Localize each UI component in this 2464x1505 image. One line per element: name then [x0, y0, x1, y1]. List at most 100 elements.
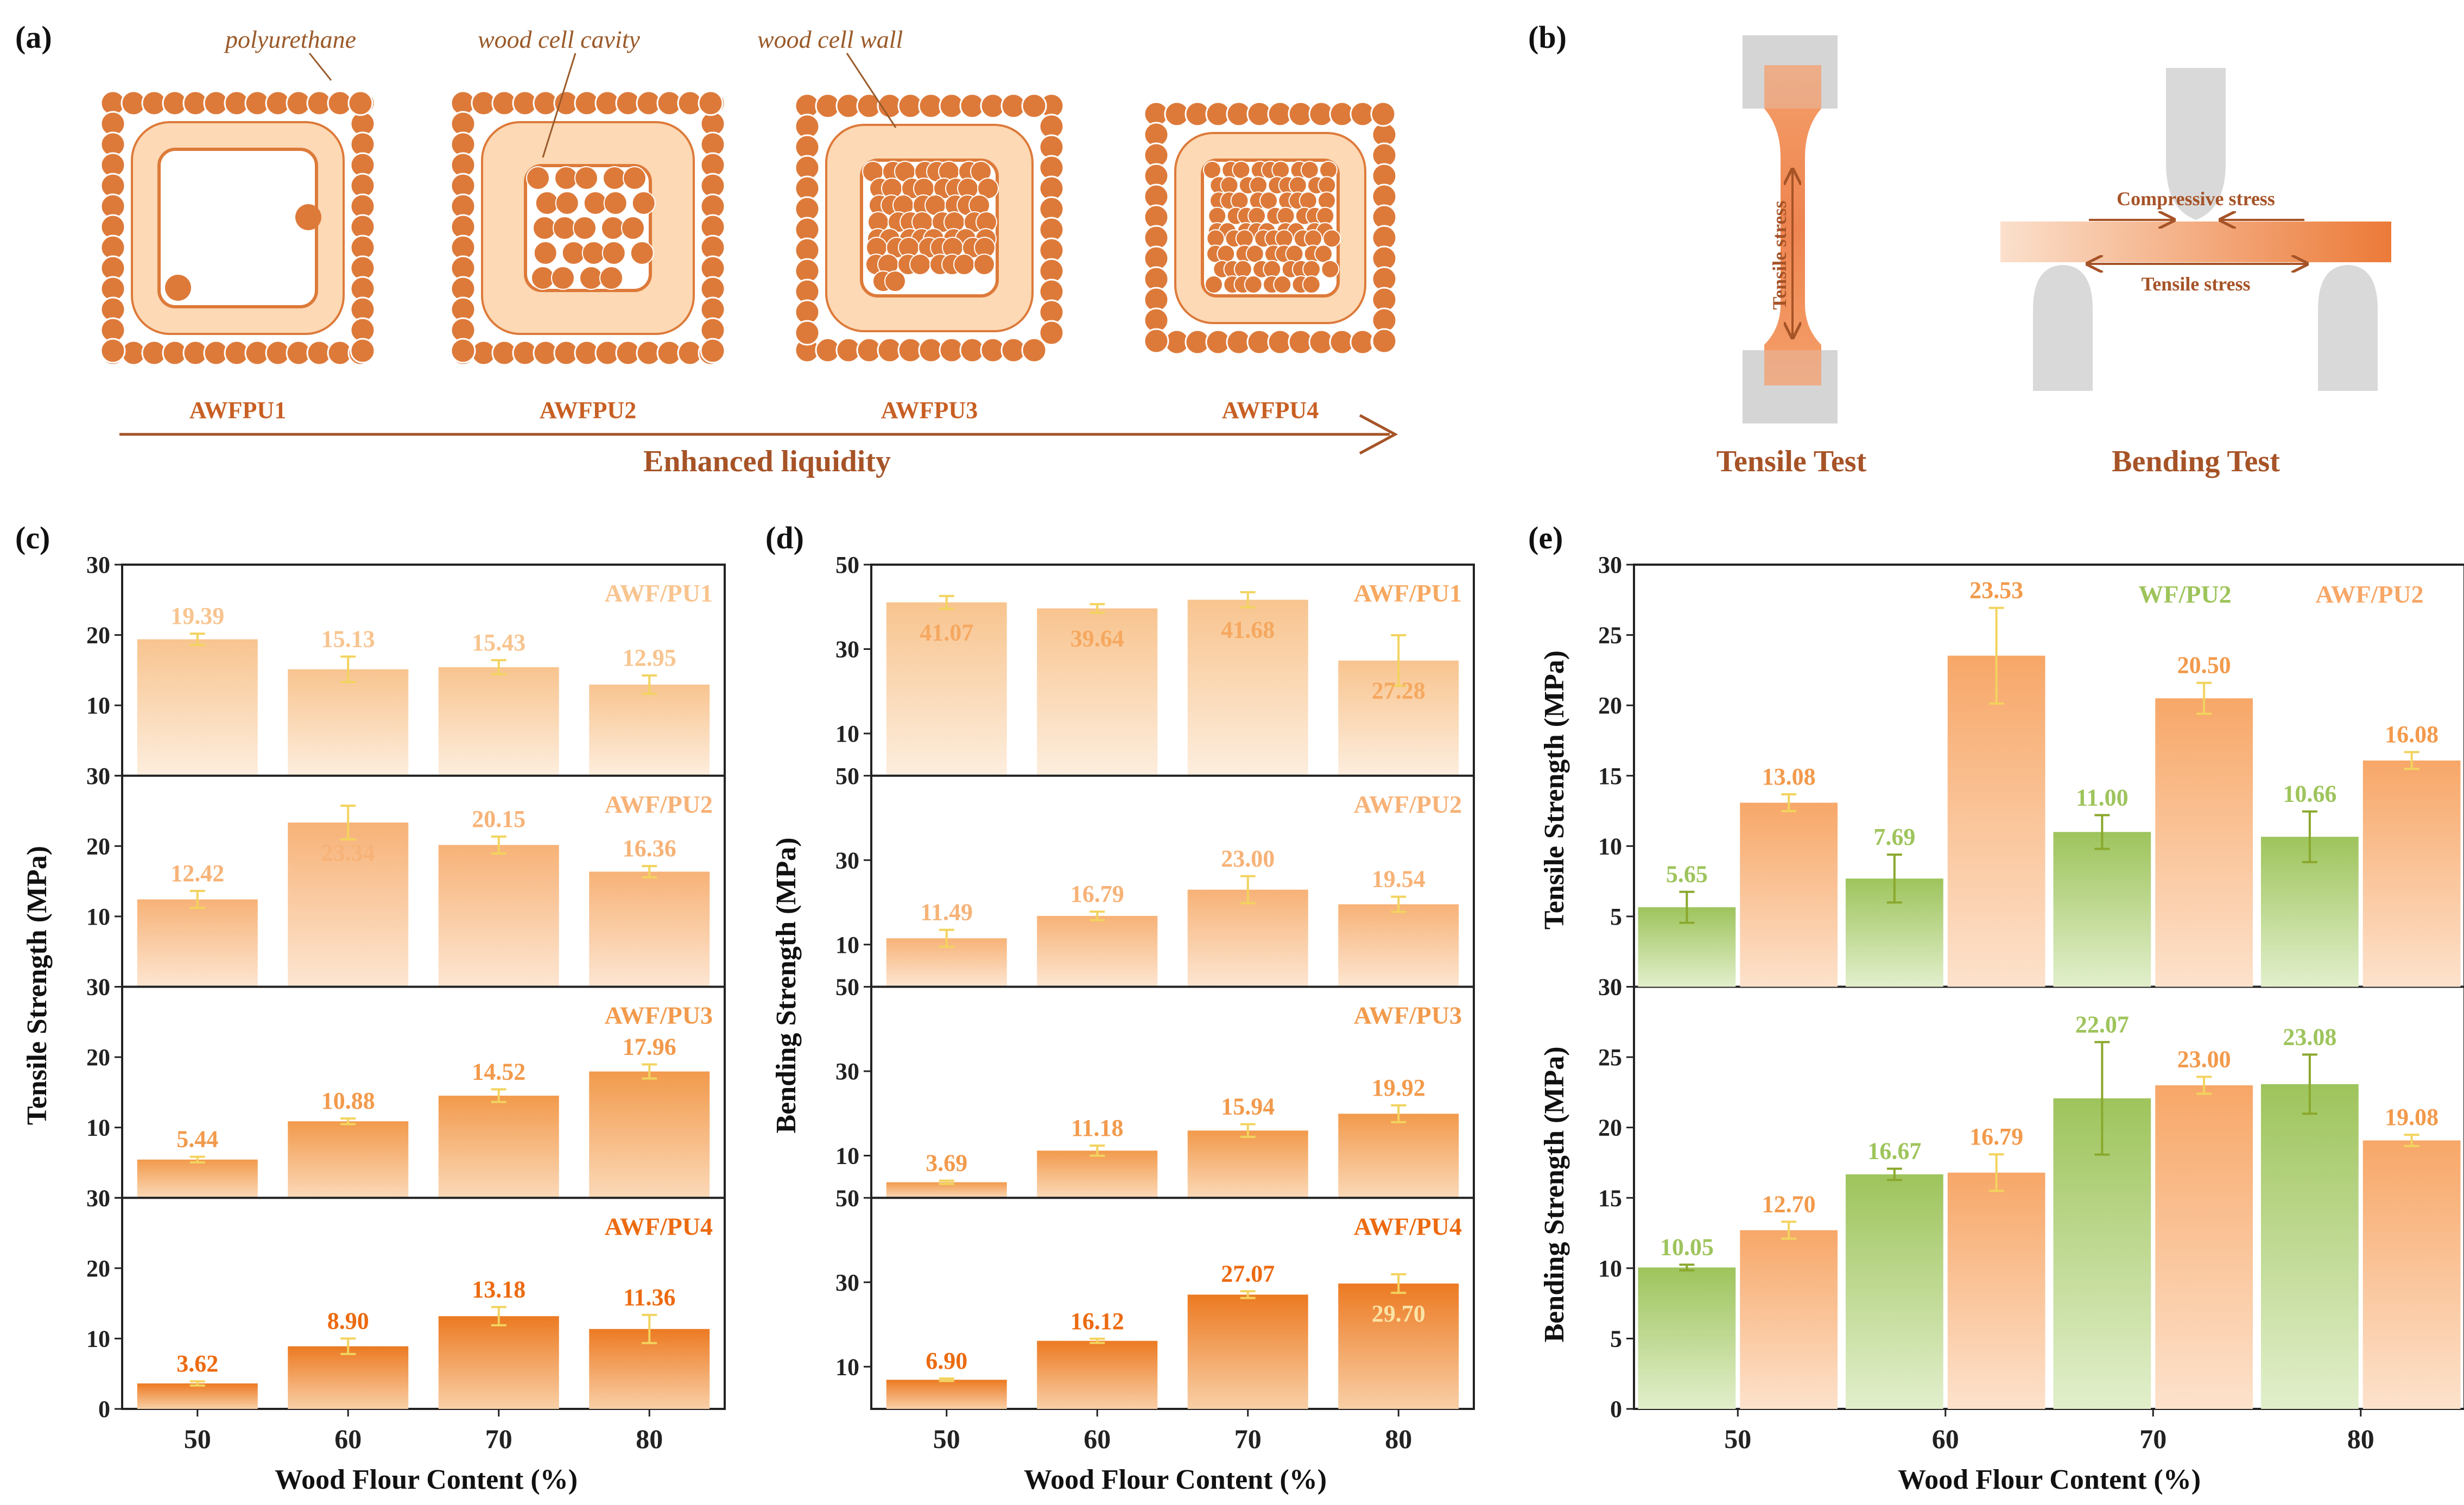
chart-d-bar [1338, 1114, 1459, 1198]
chart-d-ytick-label: 10 [835, 1354, 859, 1380]
c-xlabel: Wood Flour Content (%) [275, 1464, 578, 1495]
chart-c-bar [589, 1071, 710, 1198]
chart-c-ytick-label: 20 [86, 622, 110, 649]
chart-d-ytick-label: 50 [835, 1185, 859, 1211]
schematic-cell-3 [794, 93, 1065, 363]
chart-d-error-bar [939, 1377, 954, 1382]
chart-c-ytick-label: 0 [98, 974, 110, 1001]
chart-c-value-label: 11.36 [623, 1284, 676, 1311]
chart-d-bar [1187, 1130, 1308, 1198]
chart-c-value-label: 12.42 [170, 860, 224, 887]
chart-d-series-name: AWF/PU1 [1354, 579, 1462, 607]
chart-c-ytick-label: 10 [86, 903, 110, 930]
chart-e-bar [2155, 698, 2253, 987]
chart-c-value-label: 15.13 [321, 625, 375, 652]
chart-e-error-bar [2196, 681, 2212, 715]
chart-c-ytick-label: 20 [86, 833, 110, 859]
chart-e-value-label: 7.69 [1873, 824, 1915, 850]
chart-d-error-bar [939, 595, 954, 610]
chart-d-ytick-label: 10 [835, 1143, 859, 1169]
chart-c-error-bar [491, 1306, 506, 1327]
chart-d-error-bar [1240, 875, 1256, 905]
chart-d-value-label: 16.79 [1071, 881, 1124, 907]
chart-d-value-label: 15.94 [1221, 1093, 1275, 1120]
e-xlabel: Wood Flour Content (%) [1898, 1464, 2201, 1495]
chart-d-bar [1338, 904, 1459, 987]
schematic-cell-2 [450, 90, 726, 366]
chart-d-ytick-label: 10 [835, 932, 859, 958]
chart-c-value-label: 8.90 [327, 1307, 369, 1334]
chart-e-ytick-label: 30 [1598, 552, 1622, 578]
chart-e-error-bar [2302, 1053, 2317, 1115]
chart-c-error-bar [642, 1063, 657, 1080]
chart-d-series-name: AWF/PU3 [1354, 1002, 1462, 1029]
chart-e-xtick-label: 70 [2139, 1424, 2167, 1454]
chart-e-xtick-label: 50 [1724, 1424, 1751, 1454]
chart-d-bar [1338, 1283, 1459, 1409]
tensile-specimen [1743, 35, 1838, 423]
chart-c-error-bar [189, 1380, 205, 1387]
chart-c-value-label: 10.88 [321, 1087, 375, 1114]
chart-d-value-label: 23.00 [1221, 845, 1275, 872]
liquidity-arrow [119, 414, 1398, 455]
chart-d: 10 30 50 AWF/PU1 41.07 39.64 41.68 27.28 10 30 50 A… [835, 552, 1475, 1454]
label-polyurethane: polyurethane [224, 26, 356, 53]
chart-c-error-bar [491, 1088, 506, 1103]
chart-e-value-label: 13.08 [1762, 763, 1816, 790]
chart-e-bar [1740, 1230, 1838, 1409]
sample-awfpu3: AWFPU3 [881, 397, 978, 423]
bending-specimen [2000, 68, 2391, 391]
chart-c-error-bar [340, 1117, 356, 1125]
chart-e-error-bar [1886, 1167, 1902, 1181]
chart-c-bar [288, 823, 409, 987]
chart-e-bar [2155, 1085, 2253, 1409]
chart-d-value-label: 39.64 [1071, 625, 1124, 652]
chart-e-bar [1638, 1267, 1736, 1409]
chart-c-bar [288, 1121, 409, 1198]
chart-d-ytick-label: 30 [835, 1058, 859, 1085]
chart-e-ytick-label: 5 [1610, 1325, 1622, 1352]
chart-c-value-label: 3.62 [176, 1350, 218, 1377]
chart-d-error-bar [1090, 1337, 1105, 1344]
chart-e-error-bar [2094, 814, 2110, 850]
chart-c-ytick-label: 30 [86, 763, 110, 789]
chart-c-ytick-label: 30 [86, 1185, 110, 1211]
chart-c-bar [438, 667, 559, 776]
chart-c-value-label: 20.15 [472, 806, 525, 832]
chart-c-error-bar [340, 655, 356, 684]
bending-tensile-stress-label: Tensile stress [2141, 273, 2250, 295]
chart-e-error-bar [1781, 1221, 1797, 1240]
c-ylabel: Tensile Strength (MPa) [22, 846, 53, 1125]
chart-d-bar [1187, 599, 1308, 776]
chart-d-value-label: 19.92 [1372, 1074, 1426, 1101]
chart-c-value-label: 16.36 [623, 835, 676, 862]
chart-e-error-bar [2094, 1041, 2110, 1156]
chart-c: 0 10 20 30 AWF/PU1 19.39 15.13 15.43 12.95 0 10 20 3… [86, 552, 726, 1454]
chart-e-bar [1947, 655, 2045, 987]
label-wood-cell-wall: wood cell wall [757, 26, 903, 53]
chart-c-ytick-label: 30 [86, 552, 110, 578]
chart-e-value-label: 23.00 [2177, 1046, 2231, 1072]
chart-c-series-name: AWF/PU3 [605, 1002, 713, 1029]
chart-e-value-label: 12.70 [1762, 1191, 1816, 1217]
chart-d-bar [1037, 608, 1158, 776]
chart-e-ytick-label: 5 [1610, 903, 1622, 930]
chart-e-value-label: 23.53 [1969, 577, 2023, 604]
chart-e-value-label: 20.50 [2177, 652, 2231, 679]
chart-d-error-bar [939, 928, 954, 948]
arrow-label: Enhanced liquidity [643, 445, 891, 478]
pointer-cavity [542, 53, 577, 158]
chart-e-error-bar [2404, 751, 2419, 770]
sample-awfpu1: AWFPU1 [189, 397, 286, 423]
chart-c-value-label: 19.39 [170, 603, 224, 629]
panel-label-d: (d) [765, 520, 804, 555]
chart-d-xtick-label: 60 [1084, 1424, 1111, 1454]
panel-label-c: (c) [15, 520, 50, 555]
chart-e-error-bar [1679, 890, 1695, 924]
chart-d-xtick-label: 70 [1234, 1424, 1262, 1454]
chart-c-ytick-label: 0 [98, 1396, 110, 1422]
chart-c-value-label: 23.34 [321, 839, 375, 866]
chart-d-xtick-label: 50 [933, 1424, 960, 1454]
chart-c-ytick-label: 20 [86, 1044, 110, 1071]
